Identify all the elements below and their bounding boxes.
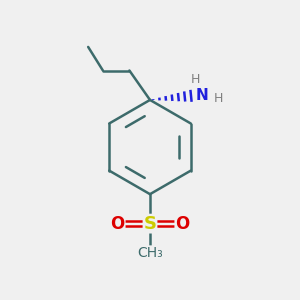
Text: CH₃: CH₃ bbox=[137, 246, 163, 260]
Text: H: H bbox=[213, 92, 223, 105]
Text: H: H bbox=[191, 73, 200, 86]
Text: S: S bbox=[143, 214, 157, 232]
Text: O: O bbox=[110, 214, 125, 232]
Text: O: O bbox=[175, 214, 190, 232]
Text: N: N bbox=[196, 88, 208, 103]
